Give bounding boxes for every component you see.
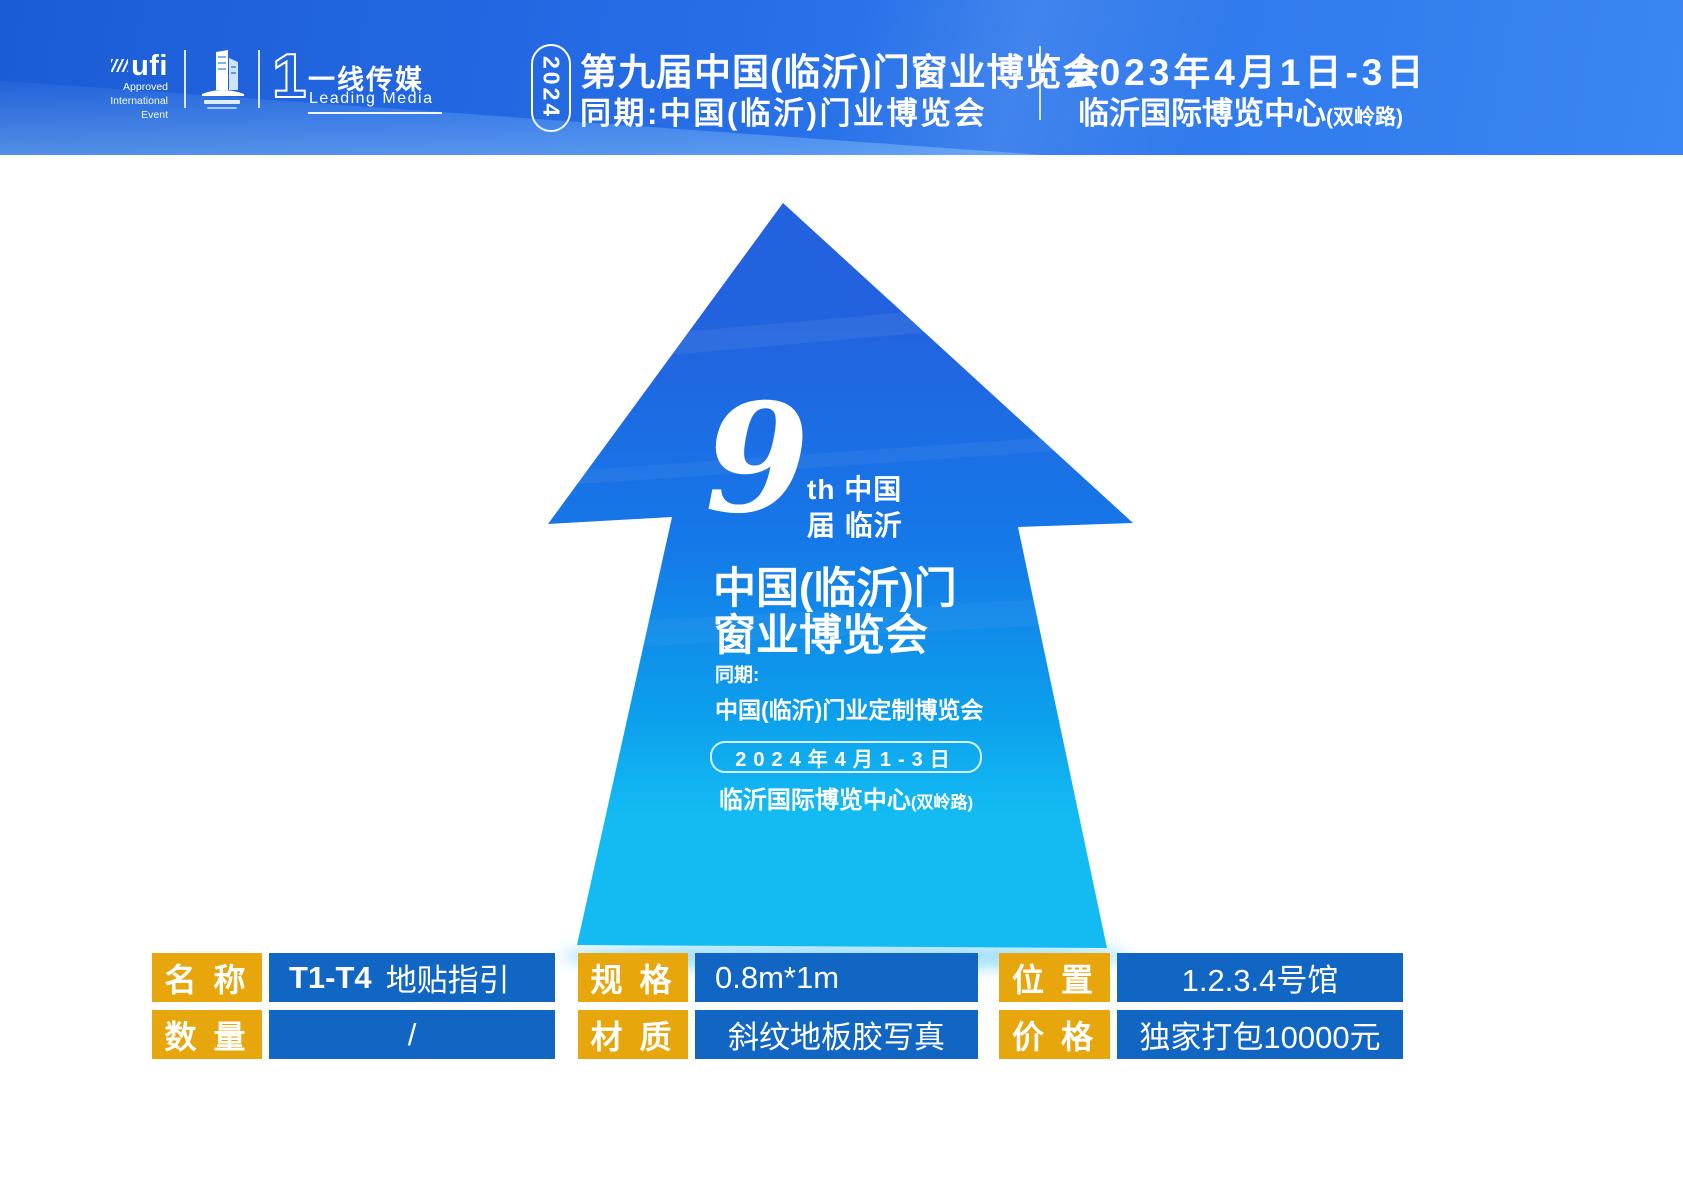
ufi-logo-text: ufi xyxy=(131,50,168,82)
spec-size-value: 0.8m*1m xyxy=(695,953,978,1002)
year-badge: 2024 xyxy=(531,44,571,132)
spec-location-value: 1.2.3.4号馆 xyxy=(1117,953,1403,1002)
header-venue: 临沂国际博览中心(双岭路) xyxy=(1078,88,1403,133)
edition-suffix-line2: 届 临沂 xyxy=(807,510,903,542)
header-title-line1: 第九届中国(临沂)门窗业博览会 xyxy=(580,52,1101,93)
spec-name-value: T1-T4 地贴指引 xyxy=(269,953,555,1002)
arrow-shape xyxy=(548,203,1133,948)
ufi-subtext-1: Approved xyxy=(123,80,168,93)
concurrent-label: 同期: xyxy=(715,665,760,686)
media-logo-digit: 1 xyxy=(271,42,308,111)
spec-location-label: 位 置 xyxy=(999,953,1110,1002)
arrow-title-line1: 中国(临沂)门 xyxy=(713,565,957,613)
header-date: 2023年4月1日-3日 xyxy=(1075,52,1428,93)
media-logo-subtitle: Leading Media xyxy=(309,90,434,107)
spec-name-code: T1-T4 xyxy=(289,959,372,995)
header-title-line2: 同期:中国(临沂)门业博览会 xyxy=(580,96,987,131)
arrow-title-line2: 窗业博览会 xyxy=(713,612,928,660)
logo-divider xyxy=(258,50,260,108)
arrow-venue-name: 临沂国际博览中心 xyxy=(718,787,911,814)
year-badge-text: 2024 xyxy=(538,56,565,120)
arrow-venue-road: (双岭路) xyxy=(910,793,974,812)
concurrent-event: 中国(临沂)门业定制博览会 xyxy=(715,696,984,723)
spec-price-label: 价 格 xyxy=(999,1010,1110,1059)
edition-suffix: th 中国 届 临沂 xyxy=(807,472,903,545)
edition-number: 9 xyxy=(705,371,810,547)
concurrent-event-block: 同期: 中国(临沂)门业定制博览会 xyxy=(715,665,984,725)
arrow-venue: 临沂国际博览中心(双岭路) xyxy=(710,780,982,815)
spec-qty-label: 数 量 xyxy=(152,1010,262,1059)
spec-price-value: 独家打包10000元 xyxy=(1117,1010,1403,1059)
spec-material-value: 斜纹地板胶写真 xyxy=(695,1010,978,1059)
edition-block: 9 th 中国 届 临沂 xyxy=(705,384,935,548)
spec-name-text: 地贴指引 xyxy=(385,963,510,998)
header-banner: ufi Approved International Event 1 一线传媒 … xyxy=(0,0,1683,155)
spec-name-label: 名 称 xyxy=(152,953,262,1002)
spec-material-label: 材 质 xyxy=(578,1010,688,1059)
header-divider xyxy=(1039,46,1041,120)
spec-qty-value: / xyxy=(269,1010,555,1059)
logo-divider xyxy=(184,50,186,108)
arrow-date-pill: 2024年4月1-3日 xyxy=(710,741,982,773)
arrow-date-text: 2024年4月1-3日 xyxy=(735,748,957,771)
arrow-title: 中国(临沂)门 窗业博览会 xyxy=(713,566,957,660)
spec-size-label: 规 格 xyxy=(578,953,688,1002)
edition-suffix-line1: th 中国 xyxy=(807,474,903,505)
header-venue-name: 临沂国际博览中心 xyxy=(1078,96,1326,131)
ufi-swoosh-icon xyxy=(111,58,129,72)
media-logo-title: 一线传媒 xyxy=(308,65,424,95)
header-venue-road: (双岭路) xyxy=(1326,106,1403,129)
